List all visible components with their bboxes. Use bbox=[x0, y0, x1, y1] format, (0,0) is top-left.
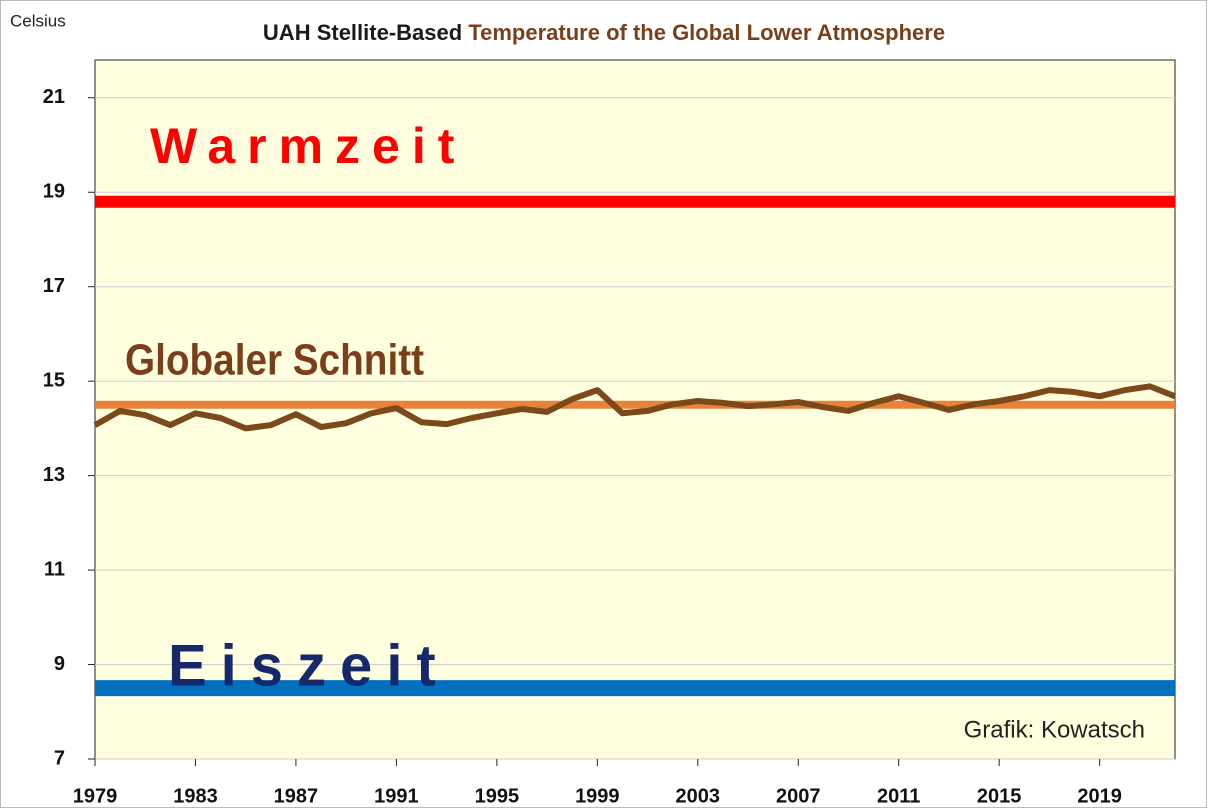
x-tick-label: 1995 bbox=[475, 785, 520, 807]
x-tick-label: 2011 bbox=[877, 785, 920, 807]
x-tick-label: 1979 bbox=[73, 785, 118, 807]
y-tick-label: 11 bbox=[44, 558, 65, 580]
x-tick-label: 2007 bbox=[776, 785, 821, 807]
y-tick-label: 15 bbox=[43, 369, 65, 391]
y-tick-label: 21 bbox=[43, 86, 65, 108]
title-part: Temperature of the Global Lower Atmosphe… bbox=[468, 20, 945, 45]
data-line bbox=[93, 383, 1177, 432]
y-axis-label: Celsius bbox=[10, 11, 66, 30]
y-tick-label: 17 bbox=[43, 275, 65, 297]
reference-label: Globaler Schnitt bbox=[125, 334, 424, 384]
annotation: Grafik: Kowatsch bbox=[964, 716, 1145, 743]
x-tick-label: 1991 bbox=[374, 785, 419, 807]
y-tick-label: 7 bbox=[54, 747, 65, 769]
y-tick-label: 9 bbox=[54, 653, 65, 675]
x-tick-label: 2019 bbox=[1077, 785, 1122, 807]
reference-label: Warmzeit bbox=[150, 118, 466, 174]
x-tick-label: 2015 bbox=[977, 785, 1022, 807]
y-tick-label: 13 bbox=[43, 464, 65, 486]
title-part: UAH Stellite-Based bbox=[263, 20, 462, 45]
x-tick-label: 1999 bbox=[575, 785, 620, 807]
y-tick-label: 19 bbox=[43, 181, 65, 203]
chart-title: UAH Stellite-Based Temperature of the Gl… bbox=[263, 20, 945, 45]
x-tick-label: 2003 bbox=[676, 785, 721, 807]
x-tick-label: 1987 bbox=[274, 785, 319, 807]
x-tick-label: 1983 bbox=[173, 785, 218, 807]
reference-label: Eiszeit bbox=[168, 633, 450, 698]
